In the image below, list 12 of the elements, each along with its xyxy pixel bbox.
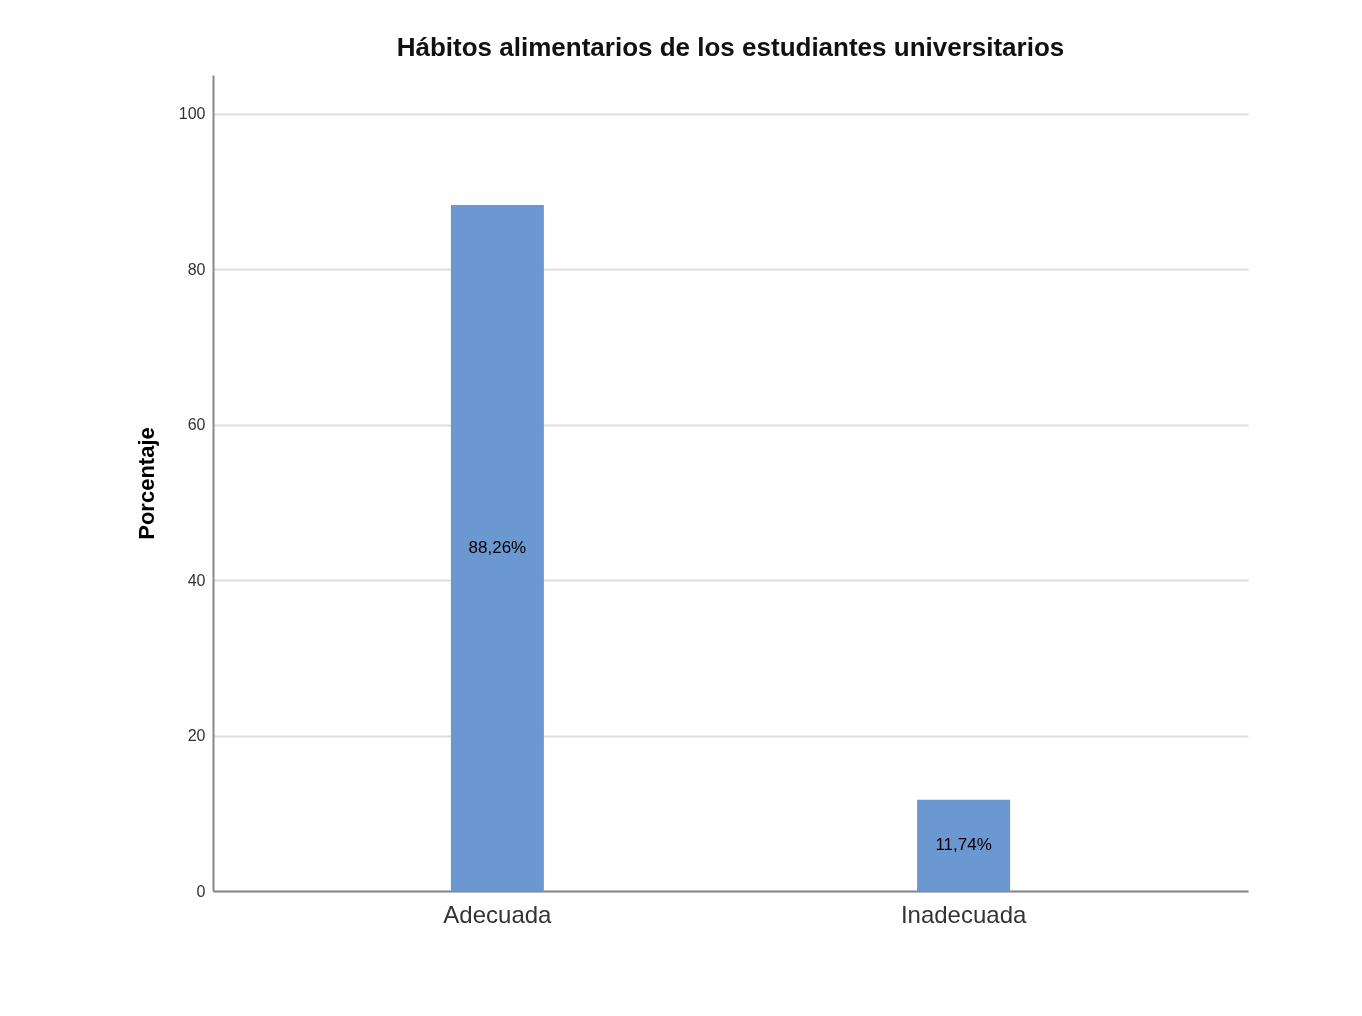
y-tick-label: 0 <box>196 882 206 900</box>
chart-title: Hábitos alimentarios de los estudiantes universitarios <box>396 32 1065 62</box>
data-label: 11,74% <box>935 835 992 855</box>
y-tick-label: 40 <box>187 571 206 589</box>
y-tick-label: 80 <box>187 260 206 278</box>
y-tick-label: 20 <box>187 727 206 745</box>
y-tick-label: 60 <box>187 416 206 434</box>
y-tick-label: 100 <box>178 105 206 123</box>
x-tick-label: Inadecuada <box>900 900 1027 928</box>
data-label: 88,26% <box>468 538 527 558</box>
x-tick-label: Adecuada <box>443 900 553 928</box>
y-axis-title: Porcentaje <box>133 427 159 540</box>
